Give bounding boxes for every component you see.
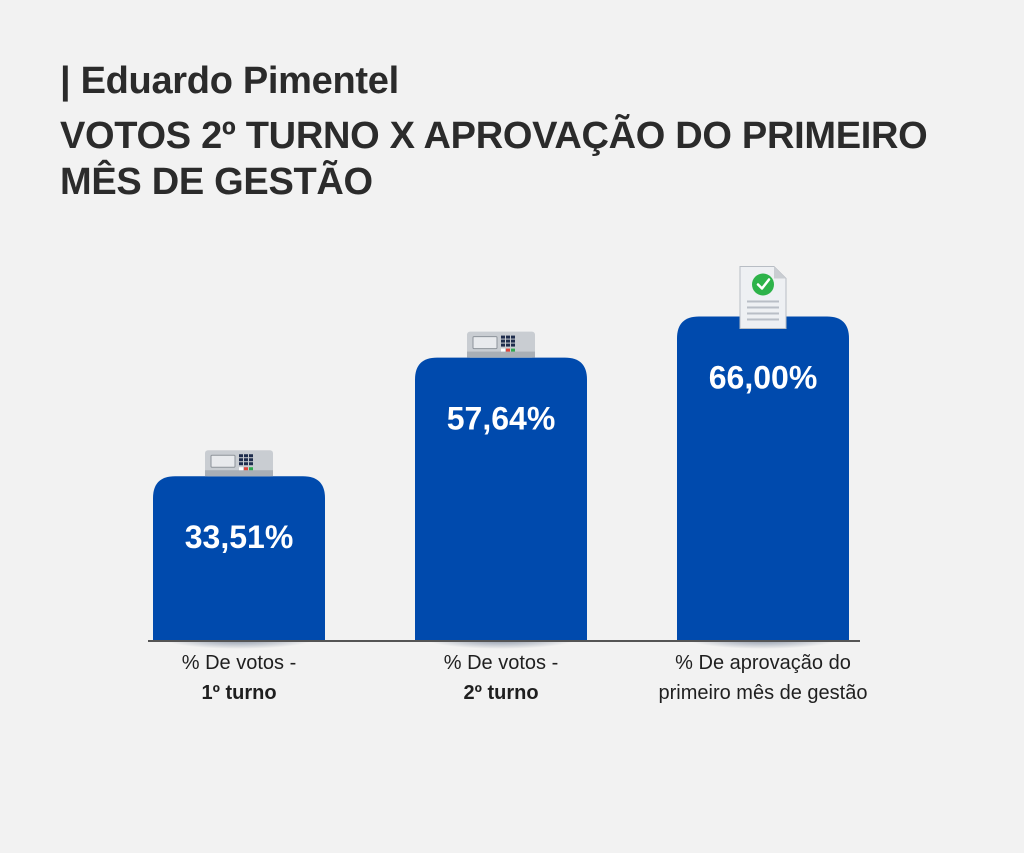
chart-title: VOTOS 2º TURNO X APROVAÇÃO DO PRIMEIRO M… — [60, 115, 928, 203]
voting-machine-icon — [467, 331, 535, 358]
chart-subtitle: | Eduardo Pimentel — [60, 60, 399, 102]
bar-value-label-2: 57,64% — [447, 401, 556, 437]
category-label-line-1: % De votos - — [443, 652, 559, 674]
bar-value-label-3: 66,00% — [709, 359, 818, 395]
bar-2 — [415, 357, 587, 641]
category-label-3: % De aprovação do primeiro mês de gestão — [613, 648, 913, 708]
category-label-line-1: % De aprovação do — [675, 652, 851, 674]
category-label-2: % De votos - 2º turno — [351, 648, 651, 708]
category-label-line-2: 1º turno — [201, 682, 277, 704]
bar-3 — [677, 316, 849, 641]
category-label-line-2: 2º turno — [463, 682, 539, 704]
category-label-1: % De votos - 1º turno — [89, 648, 389, 708]
approved-document-icon — [739, 265, 787, 329]
category-label-line-1: % De votos - — [181, 652, 297, 674]
voting-machine-icon — [205, 450, 273, 477]
category-label-line-2: primeiro mês de gestão — [658, 682, 868, 704]
bar-1 — [153, 476, 325, 641]
bar-value-label-1: 33,51% — [185, 519, 294, 555]
